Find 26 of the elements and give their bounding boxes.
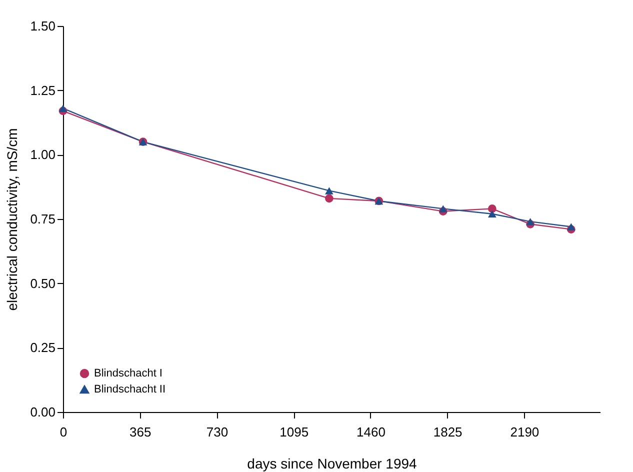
point <box>58 104 68 112</box>
point <box>438 205 448 212</box>
point <box>325 194 334 203</box>
point <box>566 223 576 230</box>
x-tick-label: 1095 <box>280 424 309 440</box>
legend-label: Blindschacht I <box>94 368 162 380</box>
x-tick-label: 730 <box>206 424 228 440</box>
y-tick-label: 0.00 <box>30 404 56 420</box>
legend-label: Blindschacht II <box>94 384 166 396</box>
x-tick-label: 1460 <box>356 424 386 440</box>
x-tick-label: 1825 <box>433 424 462 440</box>
y-tick-label: 1.00 <box>30 147 56 162</box>
point <box>325 187 334 194</box>
y-tick-label: 0.75 <box>30 212 56 226</box>
y-tick-label: 1.25 <box>30 82 56 98</box>
y-tick-label: 1.50 <box>30 18 56 34</box>
point <box>488 204 496 213</box>
x-tick-label: 365 <box>130 424 152 440</box>
y-tick-label: 0.50 <box>30 276 56 291</box>
x-tick-label: 0 <box>60 424 68 440</box>
point <box>488 210 496 218</box>
y-axis-title: electrical conductivity, mS/cm <box>4 128 20 311</box>
x-axis-title: days since November 1994 <box>247 456 418 472</box>
y-tick-label: 0.25 <box>30 340 56 356</box>
x-tick-label: 2190 <box>510 424 540 440</box>
point <box>526 218 534 226</box>
